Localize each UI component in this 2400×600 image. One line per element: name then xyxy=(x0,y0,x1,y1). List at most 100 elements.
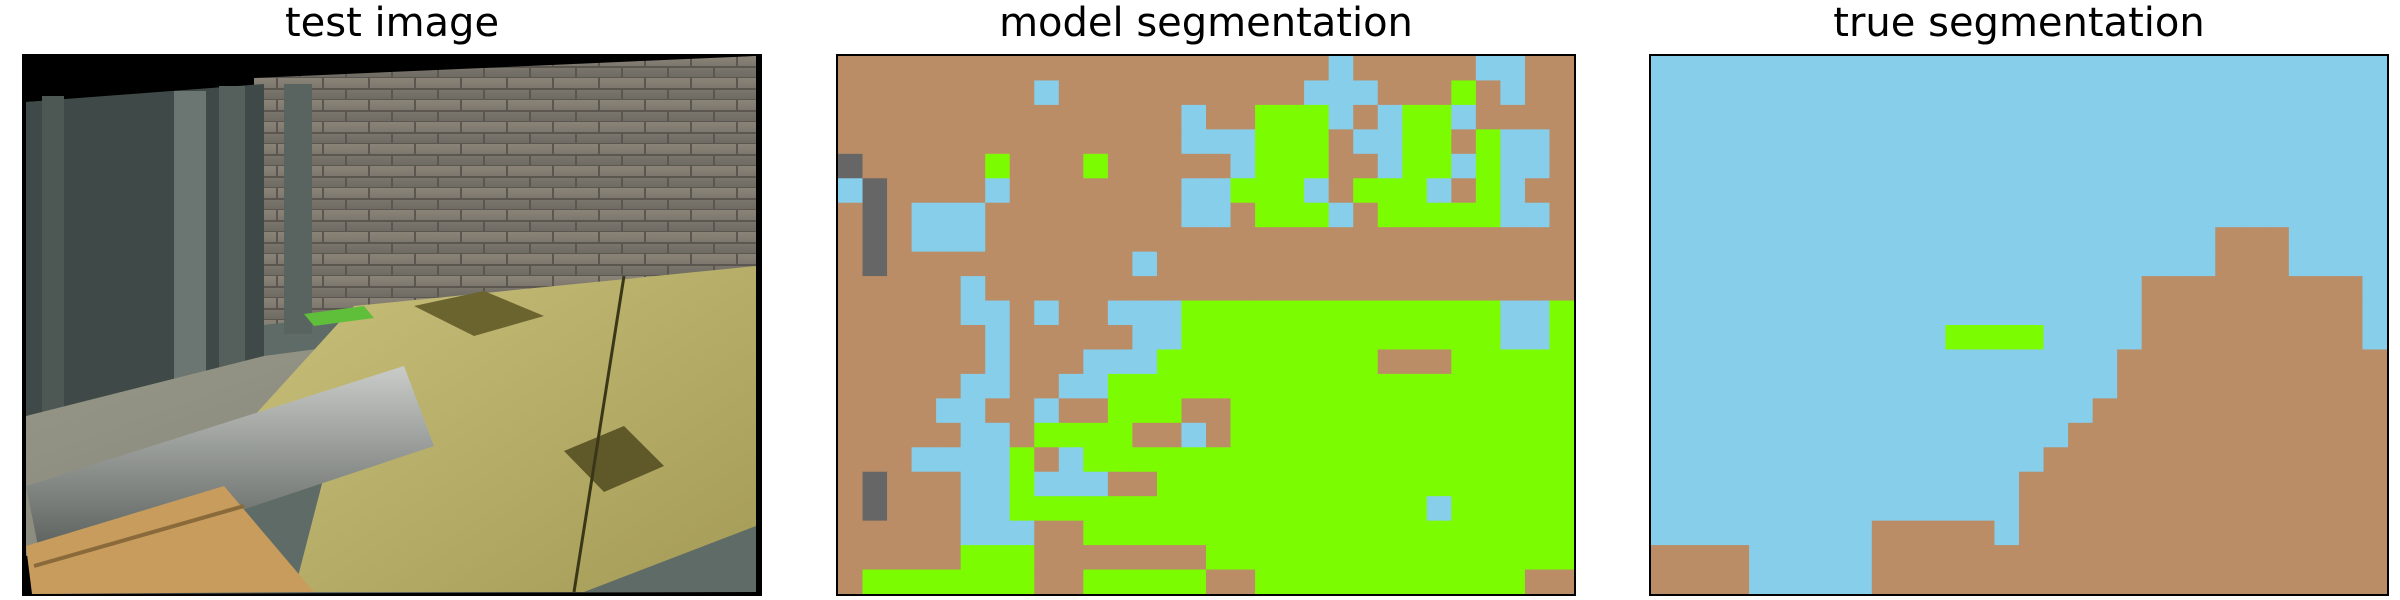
model-cell-dirt xyxy=(1475,80,1501,106)
model-cell-grass xyxy=(1034,422,1060,448)
model-cell-grass xyxy=(1206,471,1232,497)
truth-cell-dirt xyxy=(2362,496,2387,522)
truth-cell-dirt xyxy=(2239,398,2265,424)
truth-cell-sky xyxy=(2288,227,2314,253)
truth-cell-dirt xyxy=(2239,471,2265,497)
model-cell-sky xyxy=(1181,422,1207,448)
model-cell-sky xyxy=(960,398,986,424)
truth-cell-sky xyxy=(2215,129,2241,155)
truth-cell-sky xyxy=(1994,496,2020,522)
model-cell-sky xyxy=(1524,202,1550,228)
truth-cell-sky xyxy=(1724,520,1750,546)
truth-cell-sky xyxy=(1822,251,1848,277)
truth-cell-dirt xyxy=(2117,349,2143,375)
model-cell-grass xyxy=(1549,398,1574,424)
truth-cell-sky xyxy=(2043,349,2069,375)
truth-cell-sky xyxy=(1994,202,2020,228)
truth-cell-sky xyxy=(2019,104,2045,130)
truth-cell-sky xyxy=(2141,153,2167,179)
truth-cell-sky xyxy=(1871,300,1897,326)
model-cell-dirt xyxy=(1107,545,1133,571)
truth-cell-sky xyxy=(2043,227,2069,253)
truth-cell-dirt xyxy=(2141,569,2167,594)
truth-cell-dirt xyxy=(2068,447,2094,473)
truth-cell-dirt xyxy=(2239,447,2265,473)
truth-cell-dirt xyxy=(2362,447,2387,473)
model-cell-dirt xyxy=(1279,56,1305,81)
truth-cell-dirt xyxy=(1700,569,1726,594)
truth-cell-dirt xyxy=(2215,447,2241,473)
model-cell-sky xyxy=(960,276,986,302)
model-cell-dirt xyxy=(936,349,962,375)
model-cell-dirt xyxy=(1058,569,1084,594)
truth-cell-sky xyxy=(2313,129,2339,155)
truth-cell-sky xyxy=(2019,56,2045,81)
model-cell-sky xyxy=(911,447,937,473)
model-cell-grass xyxy=(1549,520,1574,546)
model-cell-grass xyxy=(1058,422,1084,448)
model-cell-dirt xyxy=(1549,276,1574,302)
model-cell-grass xyxy=(1009,569,1035,594)
model-cell-grass xyxy=(1451,300,1477,326)
truth-cell-sky xyxy=(1847,520,1873,546)
model-cell-sky xyxy=(1058,447,1084,473)
model-cell-dirt xyxy=(862,398,888,424)
model-cell-grass xyxy=(1279,569,1305,594)
model-cell-grass xyxy=(1549,300,1574,326)
model-cell-dirt xyxy=(985,80,1011,106)
truth-cell-sky xyxy=(1920,56,1946,81)
truth-cell-sky xyxy=(1700,447,1726,473)
truth-cell-sky xyxy=(2019,349,2045,375)
truth-cell-sky xyxy=(1700,373,1726,399)
model-cell-grass xyxy=(1500,569,1526,594)
model-cell-grass xyxy=(1353,496,1379,522)
model-cell-dirt xyxy=(911,373,937,399)
truth-cell-sky xyxy=(2362,153,2387,179)
model-cell-sky xyxy=(936,227,962,253)
model-cell-rock xyxy=(862,496,888,522)
model-cell-grass xyxy=(1402,153,1428,179)
truth-cell-dirt xyxy=(2337,349,2363,375)
truth-cell-sky xyxy=(1798,276,1824,302)
model-cell-grass xyxy=(1009,496,1035,522)
model-cell-grass xyxy=(1279,325,1305,350)
model-cell-dirt xyxy=(1304,251,1330,277)
model-cell-dirt xyxy=(985,104,1011,130)
truth-cell-sky xyxy=(1871,227,1897,253)
truth-cell-sky xyxy=(2068,325,2094,350)
truth-cell-dirt xyxy=(2190,447,2216,473)
model-cell-dirt xyxy=(1058,325,1084,350)
model-cell-grass xyxy=(1451,349,1477,375)
truth-cell-sky xyxy=(1798,520,1824,546)
truth-cell-sky xyxy=(2239,104,2265,130)
model-cell-rock xyxy=(862,202,888,228)
truth-cell-dirt xyxy=(2166,471,2192,497)
truth-cell-dirt xyxy=(2313,349,2339,375)
model-cell-grass xyxy=(1549,349,1574,375)
truth-cell-sky xyxy=(1847,104,1873,130)
truth-cell-sky xyxy=(1675,56,1701,81)
model-cell-dirt xyxy=(1009,80,1035,106)
truth-cell-dirt xyxy=(2190,300,2216,326)
truth-cell-sky xyxy=(2092,325,2118,350)
truth-cell-sky xyxy=(1773,520,1799,546)
model-cell-sky xyxy=(1500,178,1526,204)
model-cell-dirt xyxy=(1156,129,1182,155)
model-cell-grass xyxy=(1255,104,1281,130)
truth-cell-sky xyxy=(1773,471,1799,497)
model-cell-dirt xyxy=(936,276,962,302)
truth-cell-sky xyxy=(1675,349,1701,375)
truth-cell-sky xyxy=(2190,178,2216,204)
model-cell-grass xyxy=(1377,325,1403,350)
truth-cell-dirt xyxy=(2141,422,2167,448)
truth-cell-dirt xyxy=(2141,545,2167,571)
truth-cell-dirt xyxy=(2264,398,2290,424)
model-cell-grass xyxy=(1230,325,1256,350)
model-cell-dirt xyxy=(1058,276,1084,302)
truth-cell-sky xyxy=(1773,545,1799,571)
model-cell-dirt xyxy=(1230,104,1256,130)
model-cell-grass xyxy=(1353,545,1379,571)
model-cell-dirt xyxy=(985,56,1011,81)
truth-cell-sky xyxy=(1920,227,1946,253)
truth-cell-dirt xyxy=(1920,569,1946,594)
